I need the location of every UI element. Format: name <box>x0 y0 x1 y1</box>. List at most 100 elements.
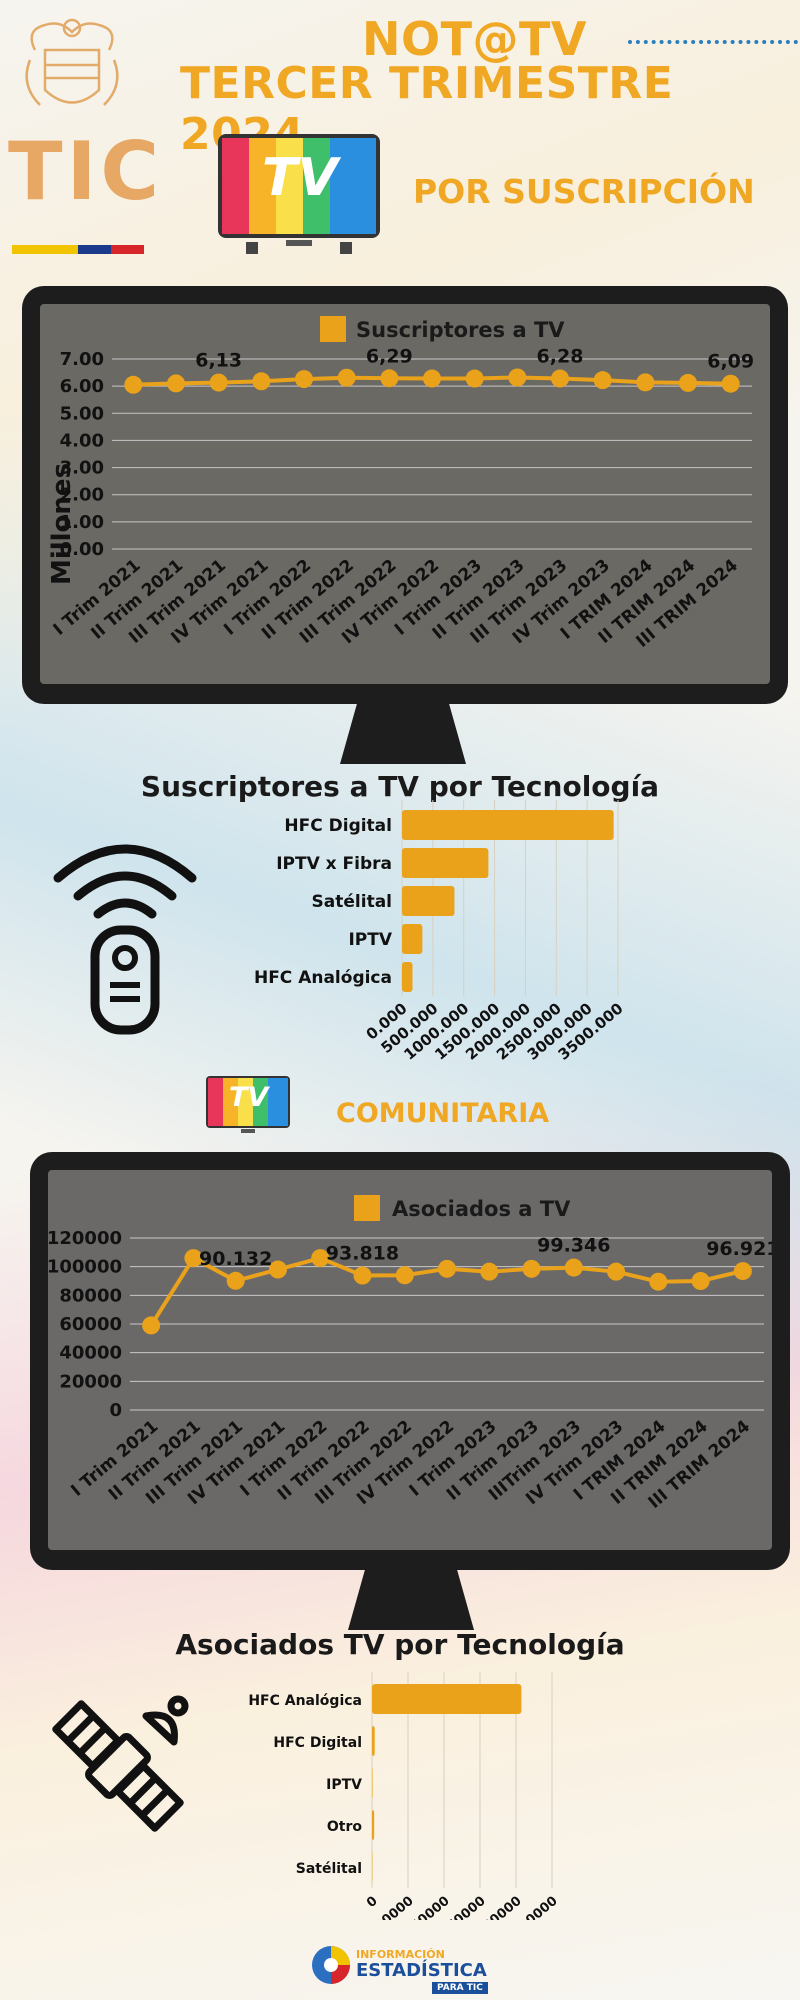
data-point <box>636 373 655 392</box>
data-point <box>649 1272 668 1291</box>
tv-logo-small-text: TV <box>229 1082 269 1113</box>
tv-logo-icon <box>216 132 382 256</box>
bar <box>402 810 614 840</box>
chart-tecnologia: 0.000500.0001000.0001500.0002000.0002500… <box>254 800 627 1060</box>
satellite-icon <box>28 1676 208 1856</box>
monitor-1-neck <box>338 700 468 770</box>
data-label: 6,28 <box>537 346 584 368</box>
legend-suscriptores: Suscriptores a TV <box>320 316 565 342</box>
bar <box>402 962 413 992</box>
y-tick-label: 1.00 <box>60 512 104 533</box>
data-point <box>226 1271 245 1290</box>
y-tick-label: 3.00 <box>60 458 104 479</box>
footer-brand-line2: ESTADÍSTICA <box>356 1960 487 1981</box>
data-label: 96.921 <box>706 1238 772 1260</box>
y-tick-label: 7.00 <box>60 349 104 370</box>
category-label: IPTV <box>326 1777 362 1793</box>
y-tick-label: 100000 <box>48 1257 122 1278</box>
data-point <box>438 1259 456 1278</box>
footer-brand-line3: PARA TIC <box>432 1982 488 1994</box>
category-label: Otro <box>327 1819 362 1835</box>
category-label: IPTV x Fibra <box>276 854 392 874</box>
footer-logo-icon <box>310 1944 352 1986</box>
y-tick-label: 20000 <box>59 1371 122 1392</box>
y-axis-label: Millones <box>47 463 77 585</box>
data-point <box>252 372 271 391</box>
data-point <box>508 368 527 387</box>
x-tick-label: 60000 <box>444 1894 488 1920</box>
monitor-2-neck <box>346 1566 476 1636</box>
category-label: HFC Analógica <box>254 968 392 988</box>
data-label: 90.132 <box>199 1248 272 1270</box>
bar <box>372 1768 373 1798</box>
bar <box>372 1810 375 1840</box>
legend-label: Suscriptores a TV <box>356 318 565 342</box>
data-point <box>423 369 441 388</box>
y-tick-label: 0.00 <box>60 539 104 560</box>
remote-control-icon <box>50 830 200 1035</box>
bar <box>402 886 455 916</box>
data-point <box>465 369 484 388</box>
x-tick-label: 0 <box>364 1894 381 1911</box>
data-point <box>395 1266 414 1285</box>
chart-suscriptores: Suscriptores a TV Millones 0.00 1.00 2.00 3… <box>47 316 754 652</box>
bar <box>372 1726 375 1756</box>
tic-logo: TIC <box>8 125 164 218</box>
chart-asociados: Asociados a TV 0 20000 40000 60000 80000 1000… <box>48 1195 772 1513</box>
data-point <box>593 371 612 390</box>
x-tick-label: 20000 <box>372 1894 416 1920</box>
y-tick-label: 2.00 <box>60 485 104 506</box>
data-point <box>142 1316 161 1335</box>
legend-swatch <box>320 316 346 342</box>
legend-asociados: Asociados a TV <box>354 1195 571 1221</box>
legend-label: Asociados a TV <box>392 1197 571 1221</box>
flag-stripe <box>12 245 144 254</box>
chart-title-asociados-tecnologia: Asociados TV por Tecnología <box>175 1628 625 1661</box>
data-point <box>733 1262 752 1281</box>
legend-swatch <box>354 1195 380 1221</box>
monitor-1-screen <box>40 304 770 684</box>
data-label: 6,29 <box>366 345 413 367</box>
category-label: Satélital <box>312 892 392 912</box>
data-label: 99.346 <box>537 1235 610 1257</box>
category-label: IPTV <box>348 930 392 950</box>
data-point <box>564 1258 583 1277</box>
y-tick-label: 5.00 <box>60 403 104 424</box>
y-tick-label: 6.00 <box>60 376 104 397</box>
category-label: HFC Analógica <box>248 1693 362 1709</box>
coat-of-arms-icon <box>15 10 130 125</box>
y-tick-label: 0 <box>109 1400 122 1421</box>
data-point <box>522 1259 541 1278</box>
data-point <box>380 369 399 388</box>
y-tick-label: 4.00 <box>60 430 104 451</box>
monitor-2 <box>30 1152 790 1570</box>
chart-title-tecnologia: Suscriptores a TV por Tecnología <box>140 770 660 803</box>
x-tick-label: 40000 <box>408 1894 452 1920</box>
data-point <box>353 1266 372 1285</box>
data-point <box>691 1272 710 1290</box>
category-label: HFC Digital <box>273 1735 362 1751</box>
data-point <box>721 374 740 393</box>
bar <box>402 848 489 878</box>
bar <box>402 924 423 954</box>
data-point <box>124 375 143 394</box>
page-title-line1: NOT@TV <box>362 12 587 66</box>
tv-logo-text: TV <box>262 148 338 208</box>
footer-brand-line1: INFORMACIÓN <box>356 1948 445 1961</box>
tv-logo-small-icon <box>205 1075 291 1137</box>
data-label: 6,13 <box>195 350 242 372</box>
data-label: 6,09 <box>707 351 754 373</box>
section-title-suscripcion: POR SUSCRIPCIÓN <box>413 172 755 211</box>
data-point <box>480 1262 499 1281</box>
x-tick-label: 80000 <box>480 1894 524 1920</box>
monitor-2-screen <box>48 1170 772 1550</box>
data-point <box>268 1260 287 1279</box>
y-tick-label: 80000 <box>59 1285 122 1306</box>
data-point <box>209 373 228 392</box>
data-point <box>167 374 185 393</box>
data-point <box>311 1249 330 1268</box>
y-tick-label: 40000 <box>59 1343 122 1364</box>
bar <box>372 1684 522 1714</box>
section-title-comunitaria: COMUNITARIA <box>336 1098 550 1129</box>
data-point <box>184 1249 203 1268</box>
